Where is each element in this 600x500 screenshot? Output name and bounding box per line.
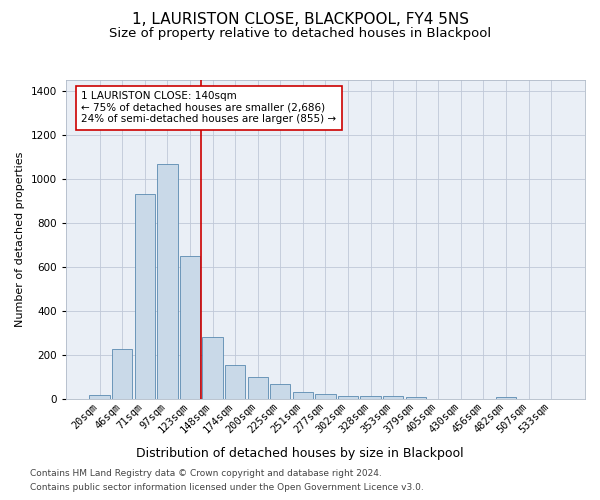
Text: Size of property relative to detached houses in Blackpool: Size of property relative to detached ho… — [109, 28, 491, 40]
Bar — [248, 376, 268, 398]
Bar — [180, 256, 200, 398]
Bar — [225, 364, 245, 398]
Bar — [157, 164, 178, 398]
Bar — [112, 349, 133, 399]
Text: Contains public sector information licensed under the Open Government Licence v3: Contains public sector information licen… — [30, 484, 424, 492]
Bar — [293, 392, 313, 398]
Bar — [338, 396, 358, 398]
Bar — [361, 396, 381, 398]
Bar — [202, 337, 223, 398]
Text: Distribution of detached houses by size in Blackpool: Distribution of detached houses by size … — [136, 448, 464, 460]
Text: 1 LAURISTON CLOSE: 140sqm
← 75% of detached houses are smaller (2,686)
24% of se: 1 LAURISTON CLOSE: 140sqm ← 75% of detac… — [82, 91, 337, 124]
Bar — [89, 396, 110, 398]
Y-axis label: Number of detached properties: Number of detached properties — [15, 152, 25, 327]
Bar — [134, 194, 155, 398]
Text: 1, LAURISTON CLOSE, BLACKPOOL, FY4 5NS: 1, LAURISTON CLOSE, BLACKPOOL, FY4 5NS — [131, 12, 469, 28]
Bar — [315, 394, 335, 398]
Bar — [270, 384, 290, 398]
Bar — [496, 397, 516, 398]
Bar — [406, 397, 426, 398]
Bar — [383, 396, 403, 398]
Text: Contains HM Land Registry data © Crown copyright and database right 2024.: Contains HM Land Registry data © Crown c… — [30, 468, 382, 477]
